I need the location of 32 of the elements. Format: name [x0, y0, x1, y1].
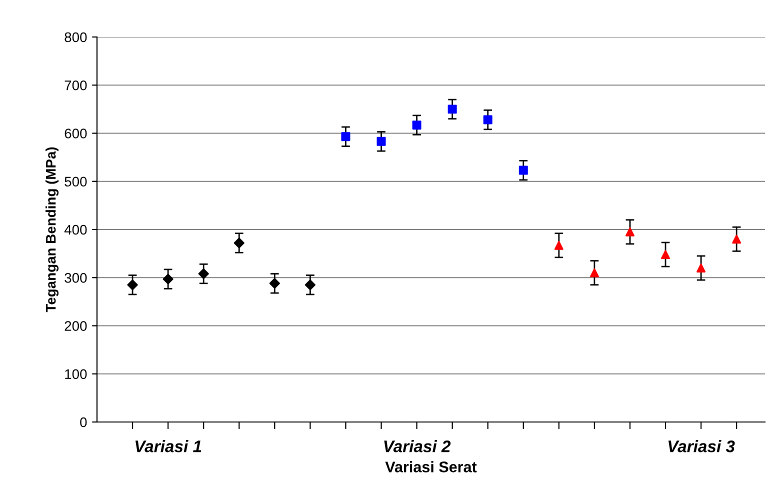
point [625, 227, 634, 236]
y-tick-label: 400 [64, 224, 87, 235]
x-tick-label: Variasi 2 [384, 440, 451, 452]
point [696, 264, 706, 272]
y-tick-label: 100 [65, 369, 87, 380]
point [376, 136, 386, 146]
point [661, 250, 670, 260]
y-axis-title: Tegangan Bending (MPa) [46, 147, 59, 312]
y-tick-label: 500 [64, 176, 87, 187]
y-tick-label: 700 [64, 80, 87, 90]
x-tick-label: Variasi 3 [668, 440, 735, 452]
y-tick-label: 800 [64, 32, 87, 42]
point [127, 280, 138, 290]
y-tick-label: 600 [64, 128, 87, 138]
point [234, 238, 244, 248]
point [590, 268, 599, 278]
point [269, 278, 280, 289]
point [732, 234, 742, 244]
y-tick-label: 300 [64, 272, 87, 283]
point [198, 268, 209, 280]
point [483, 115, 492, 124]
x-axis-title: Variasi Serat [385, 461, 477, 472]
y-tick-label: 200 [64, 321, 87, 331]
point [341, 132, 350, 142]
point [554, 240, 564, 250]
point [412, 120, 422, 130]
point [448, 104, 457, 114]
x-tick-label: Variasi 1 [135, 440, 202, 452]
point [162, 274, 174, 284]
y-tick-label: 0 [80, 417, 87, 428]
point [518, 166, 528, 175]
point [304, 280, 316, 290]
